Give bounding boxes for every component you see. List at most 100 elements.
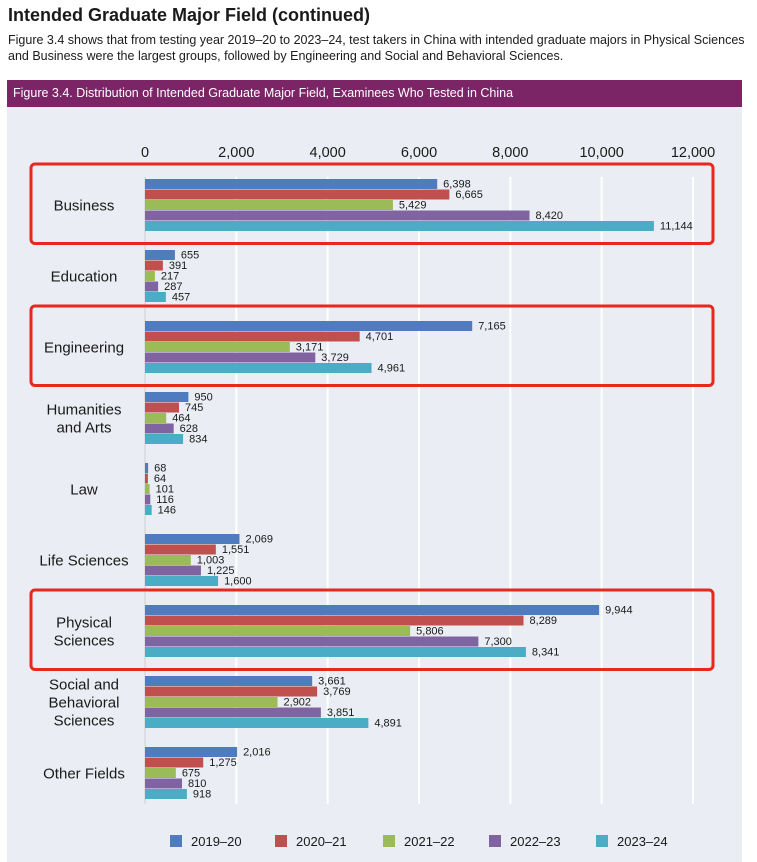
data-label: 1,551 [222,544,250,556]
bar [145,210,530,221]
data-label: 834 [189,434,207,446]
data-label: 950 [194,392,212,404]
bar [145,413,167,423]
legend-label: 2019–20 [191,834,242,849]
category-label: Life Sciences [39,552,128,569]
bar [145,281,159,292]
bar [145,615,524,626]
bar [145,463,149,473]
data-label: 64 [154,473,166,485]
data-label: 628 [180,423,198,435]
bar [145,544,216,555]
data-label: 217 [161,271,179,283]
bar [145,576,219,586]
data-label: 5,806 [416,626,444,638]
bar [145,768,176,778]
bar [145,534,240,544]
bar [145,676,313,686]
category-label: Law [70,481,98,498]
data-label: 146 [158,505,176,517]
x-tick-label: 12,000 [671,145,715,161]
data-label: 8,420 [536,210,564,222]
section-title: Intended Graduate Major Field (continued… [8,5,371,25]
data-label: 3,851 [327,707,355,719]
bar [145,718,369,728]
data-label: 2,016 [243,747,271,759]
data-label: 8,341 [532,647,560,659]
bar [145,626,411,636]
bar [145,778,182,789]
data-label: 810 [188,778,206,790]
data-label: 68 [154,463,166,475]
data-label: 8,289 [530,615,558,627]
bar [145,363,372,373]
data-label: 3,769 [323,686,351,698]
data-label: 464 [172,413,190,425]
bar [145,605,600,615]
bar [145,686,318,697]
legend-swatch [383,835,395,847]
bar [145,789,187,799]
bar [145,221,654,231]
data-label: 101 [156,484,174,496]
data-label: 1,600 [224,576,252,588]
bar [145,402,180,413]
bar [145,473,148,484]
figure-title: Figure 3.4. Distribution of Intended Gra… [7,80,742,107]
x-tick-label: 0 [141,145,149,161]
data-label: 655 [181,250,199,262]
bar [145,271,155,281]
bar [145,352,316,363]
bar [145,342,290,352]
data-label: 2,069 [245,534,273,546]
category-label: Other Fields [43,765,125,782]
data-label: 5,429 [399,200,427,212]
bar [145,505,152,515]
bar [145,555,191,565]
category-label: Social and Behavioral Sciences [49,676,120,729]
data-label: 116 [156,494,174,506]
category-label: Physical Sciences [54,614,115,649]
bar [145,392,189,402]
bar [145,647,526,657]
bar [145,747,238,757]
highlight-box [29,162,715,245]
data-label: 6,665 [455,189,483,201]
x-tick-label: 2,000 [218,145,254,161]
legend-swatch [596,835,608,847]
data-label: 3,661 [318,676,346,688]
data-label: 287 [164,281,182,293]
bar [145,423,174,434]
data-label: 4,961 [378,363,406,375]
highlight-box [29,588,715,671]
data-label: 7,165 [478,321,506,333]
data-label: 4,891 [374,718,402,730]
legend-label: 2023–24 [617,834,668,849]
legend-label: 2020–21 [296,834,347,849]
data-label: 457 [172,292,190,304]
bar [145,331,360,342]
data-label: 1,003 [197,555,225,567]
data-label: 4,701 [366,331,394,343]
data-label: 745 [185,402,203,414]
category-label: Humanities and Arts [46,401,121,436]
legend-swatch [275,835,287,847]
data-label: 7,300 [484,636,512,648]
category-label: Education [51,268,118,285]
intro-paragraph: Figure 3.4 shows that from testing year … [8,33,745,63]
data-label: 6,398 [443,179,471,191]
bar [145,484,150,494]
bar [145,200,393,210]
x-tick-label: 8,000 [492,145,528,161]
category-label: Engineering [44,339,124,356]
data-label: 391 [169,260,187,272]
x-tick-label: 10,000 [579,145,623,161]
bar [145,434,184,444]
bar [145,260,163,271]
bar [145,757,204,768]
data-label: 11,144 [660,221,693,233]
data-label: 1,225 [207,565,235,577]
data-label: 9,944 [605,605,633,617]
legend-swatch [489,835,501,847]
data-label: 2,902 [284,697,312,709]
